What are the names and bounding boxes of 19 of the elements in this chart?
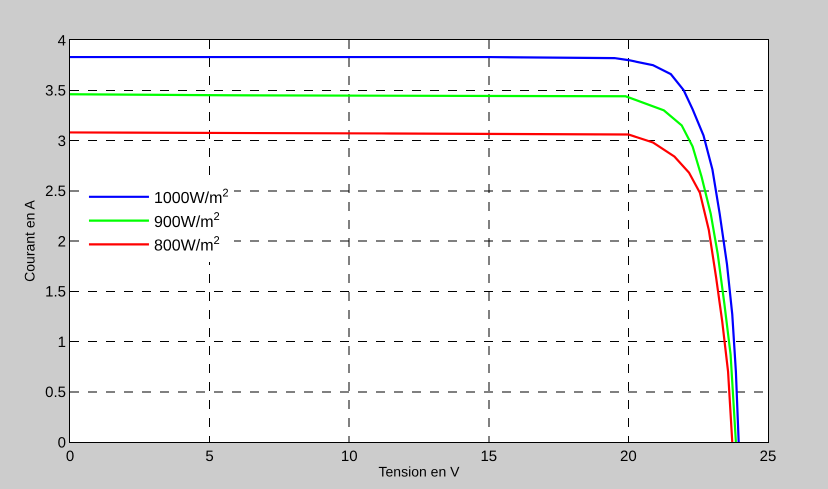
x-tick-label: 10 [340, 448, 358, 465]
y-tick-label: 1.5 [45, 284, 66, 300]
y-tick-label: 1 [58, 334, 66, 351]
y-tick-label: 4 [58, 32, 66, 50]
x-tick-label: 25 [760, 448, 776, 465]
y-tick-label: 0 [58, 434, 66, 452]
x-tick-label: 15 [480, 448, 498, 465]
x-tick-label: 20 [620, 448, 637, 465]
y-tick-label: 2.5 [45, 183, 66, 200]
legend-label: 1000W/m$^{2}$ [154, 187, 229, 208]
y-tick-label: 2 [58, 233, 66, 250]
y-tick-label: 3 [58, 132, 66, 150]
legend-label: 800W/m$^{2}$ [154, 234, 220, 255]
legend-label: 900W/m$^{2}$ [154, 211, 220, 231]
y-tick-label: 0.5 [45, 384, 66, 401]
x-axis-title: Tension en V [378, 463, 460, 480]
y-axis-title: Courant en A [22, 199, 38, 282]
x-tick-label: 5 [205, 448, 214, 465]
y-tick-label: 3.5 [45, 82, 66, 100]
